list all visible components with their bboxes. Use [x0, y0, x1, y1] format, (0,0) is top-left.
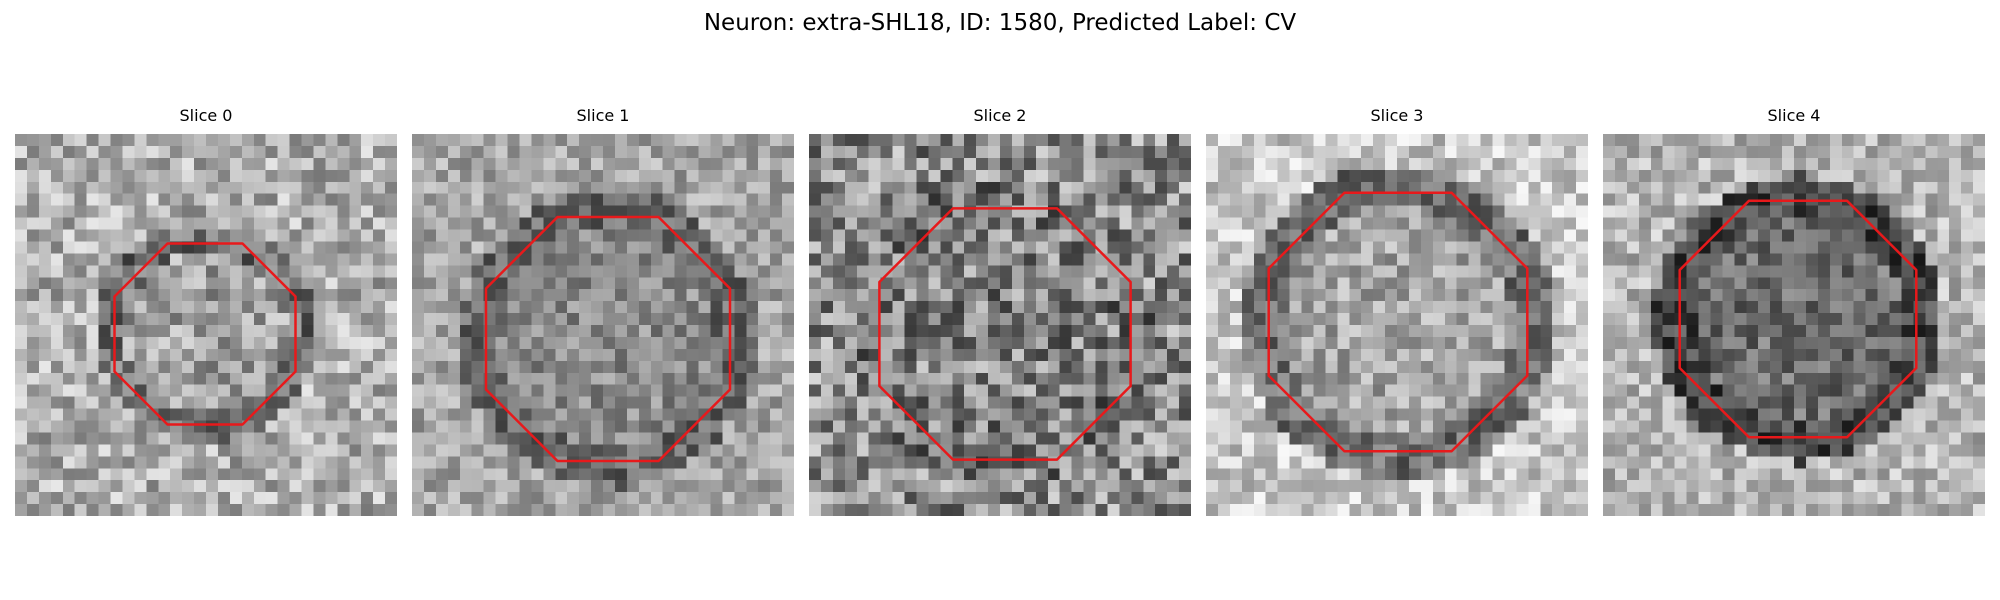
slice-title-3: Slice 3 [1370, 106, 1424, 125]
slice-title-2: Slice 2 [973, 106, 1027, 125]
segmentation-outline [878, 207, 1132, 461]
slice-image-0 [15, 134, 397, 516]
pixel-grid [809, 134, 1191, 516]
pixel-grid [1603, 134, 1985, 516]
segmentation-outline [1678, 199, 1918, 439]
pixel-grid [15, 134, 397, 516]
pixel-grid [1206, 134, 1588, 516]
segmentation-outline [1267, 191, 1529, 453]
slice-image-2 [809, 134, 1191, 516]
slice-title-1: Slice 1 [576, 106, 630, 125]
slice-image-1 [412, 134, 794, 516]
pixel-grid [412, 134, 794, 516]
slice-title-0: Slice 0 [179, 106, 233, 125]
figure-title: Neuron: extra-SHL18, ID: 1580, Predicted… [703, 10, 1297, 36]
segmentation-outline [113, 242, 297, 426]
segmentation-outline [484, 215, 732, 463]
slice-title-4: Slice 4 [1767, 106, 1821, 125]
slice-image-4 [1603, 134, 1985, 516]
slice-image-3 [1206, 134, 1588, 516]
